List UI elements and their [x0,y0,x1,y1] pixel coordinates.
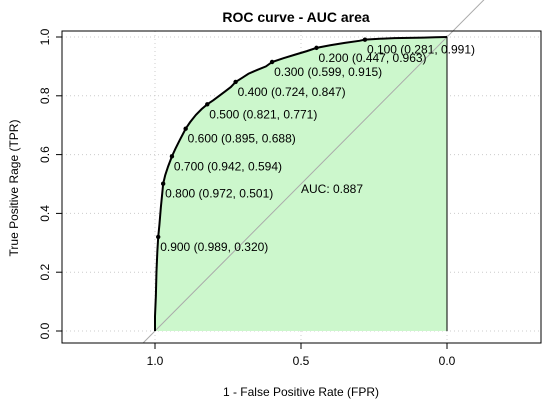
diagonal-line [142,0,485,344]
threshold-point-6 [169,154,175,159]
threshold-label-4: 0.500 (0.821, 0.771) [209,107,317,121]
roc-curve-line [154,36,448,331]
threshold-point-0 [362,37,368,42]
plot-layer: 0.100 (0.281, 0.991)0.200 (0.447, 0.963)… [38,0,542,368]
threshold-label-2: 0.300 (0.599, 0.915) [274,65,382,79]
x-tick-label-0: 1.0 [147,354,164,368]
x-tick-label-2: 0.0 [439,354,456,368]
y-tick-label-1: 0.2 [38,264,52,281]
threshold-point-5 [183,126,188,131]
threshold-label-0: 0.100 (0.281, 0.991) [367,43,475,57]
threshold-label-6: 0.700 (0.942, 0.594) [174,159,282,173]
threshold-label-1: 0.200 (0.447, 0.963) [318,51,426,65]
x-axis-label: 1 - False Positive Rate (FPR) [223,385,379,399]
auc-label: AUC: 0.887 [301,182,363,196]
y-tick-label-3: 0.6 [38,146,52,163]
threshold-point-7 [160,181,166,186]
threshold-point-4 [205,102,210,107]
y-axis-label: True Positive Rage (TPR) [7,120,21,257]
x-tick-label-1: 0.5 [293,354,310,368]
chart-title: ROC curve - AUC area [222,9,370,25]
threshold-label-7: 0.800 (0.972, 0.501) [165,187,273,201]
threshold-point-2 [269,59,275,65]
threshold-label-3: 0.400 (0.724, 0.847) [238,85,346,99]
threshold-point-1 [314,45,319,51]
threshold-point-8 [156,234,161,240]
threshold-label-8: 0.900 (0.989, 0.320) [160,240,268,254]
y-tick-label-4: 0.8 [38,87,52,104]
y-tick-label-5: 1.0 [38,28,52,45]
y-tick-label-2: 0.4 [38,205,52,222]
y-tick-label-0: 0.0 [38,322,52,339]
threshold-label-5: 0.600 (0.895, 0.688) [188,132,296,146]
threshold-point-3 [233,79,238,85]
